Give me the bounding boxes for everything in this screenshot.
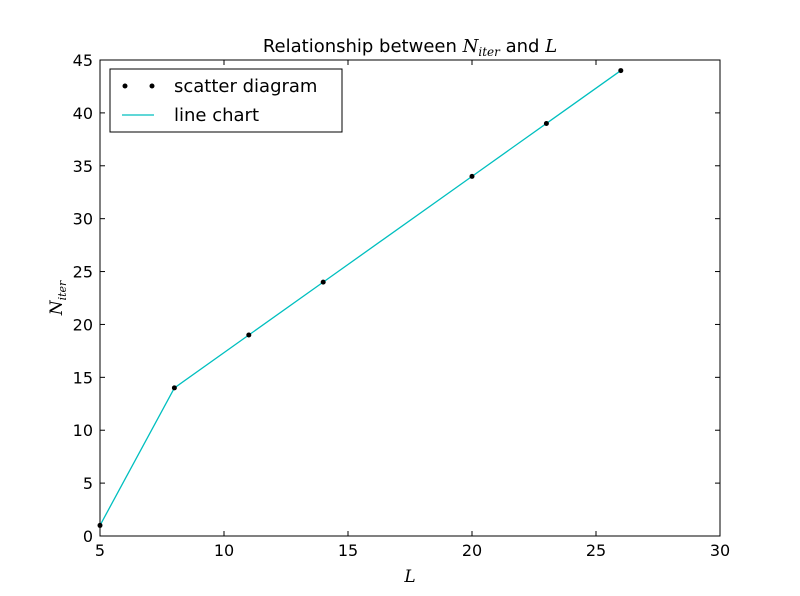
- y-tick-label: 25: [73, 263, 93, 282]
- legend-scatter-label: scatter diagram: [174, 76, 317, 97]
- scatter-point: [246, 332, 252, 338]
- y-tick-label: 20: [73, 315, 93, 334]
- line-chart-path: [99, 70, 622, 526]
- chart-title-var2: L: [544, 36, 557, 57]
- y-tick-label: 30: [73, 210, 93, 229]
- scatter-point: [543, 120, 549, 126]
- chart-title-var1: N: [462, 36, 480, 57]
- y-axis-label-sub: iter: [56, 280, 69, 300]
- plot-area: [99, 59, 721, 537]
- legend-line-label: line chart: [174, 105, 259, 126]
- y-tick-label: 15: [73, 368, 93, 387]
- x-tick-label: 25: [586, 541, 606, 560]
- scatter-point: [618, 68, 624, 74]
- scatter-point: [469, 173, 475, 179]
- chart-title-var1-sub: iter: [478, 45, 501, 59]
- y-tick-label: 35: [73, 157, 93, 176]
- legend-scatter-marker-1: [122, 83, 128, 89]
- axis-ticks: [99, 59, 721, 537]
- x-axis-label: L: [403, 567, 415, 587]
- x-tick-label: 20: [462, 541, 482, 560]
- y-tick-label: 0: [83, 527, 93, 546]
- legend-box: [109, 68, 343, 133]
- x-tick-label: 30: [710, 541, 730, 560]
- y-tick-label: 10: [73, 421, 93, 440]
- scatter-point: [171, 385, 177, 391]
- line-series: [99, 70, 622, 526]
- legend: scatter diagram line chart: [109, 68, 343, 133]
- y-axis-label-main: N: [47, 299, 67, 316]
- x-tick-label: 5: [95, 541, 105, 560]
- scatter-point: [97, 522, 103, 528]
- chart-title-prefix: Relationship between: [263, 36, 463, 57]
- x-tick-label: 10: [214, 541, 234, 560]
- y-tick-label: 45: [73, 51, 93, 70]
- chart-title-connector: and: [500, 36, 545, 57]
- x-tick-label: 15: [338, 541, 358, 560]
- legend-scatter-marker-2: [149, 83, 155, 89]
- svg-text:Niter: Niter: [47, 280, 69, 316]
- scatter-series: [97, 68, 624, 528]
- chart-title: Relationship between Niter and L: [263, 36, 557, 59]
- scatter-point: [320, 279, 326, 285]
- y-tick-label: 5: [83, 474, 93, 493]
- y-tick-label: 40: [73, 104, 93, 123]
- y-axis-label: Niter: [47, 280, 69, 316]
